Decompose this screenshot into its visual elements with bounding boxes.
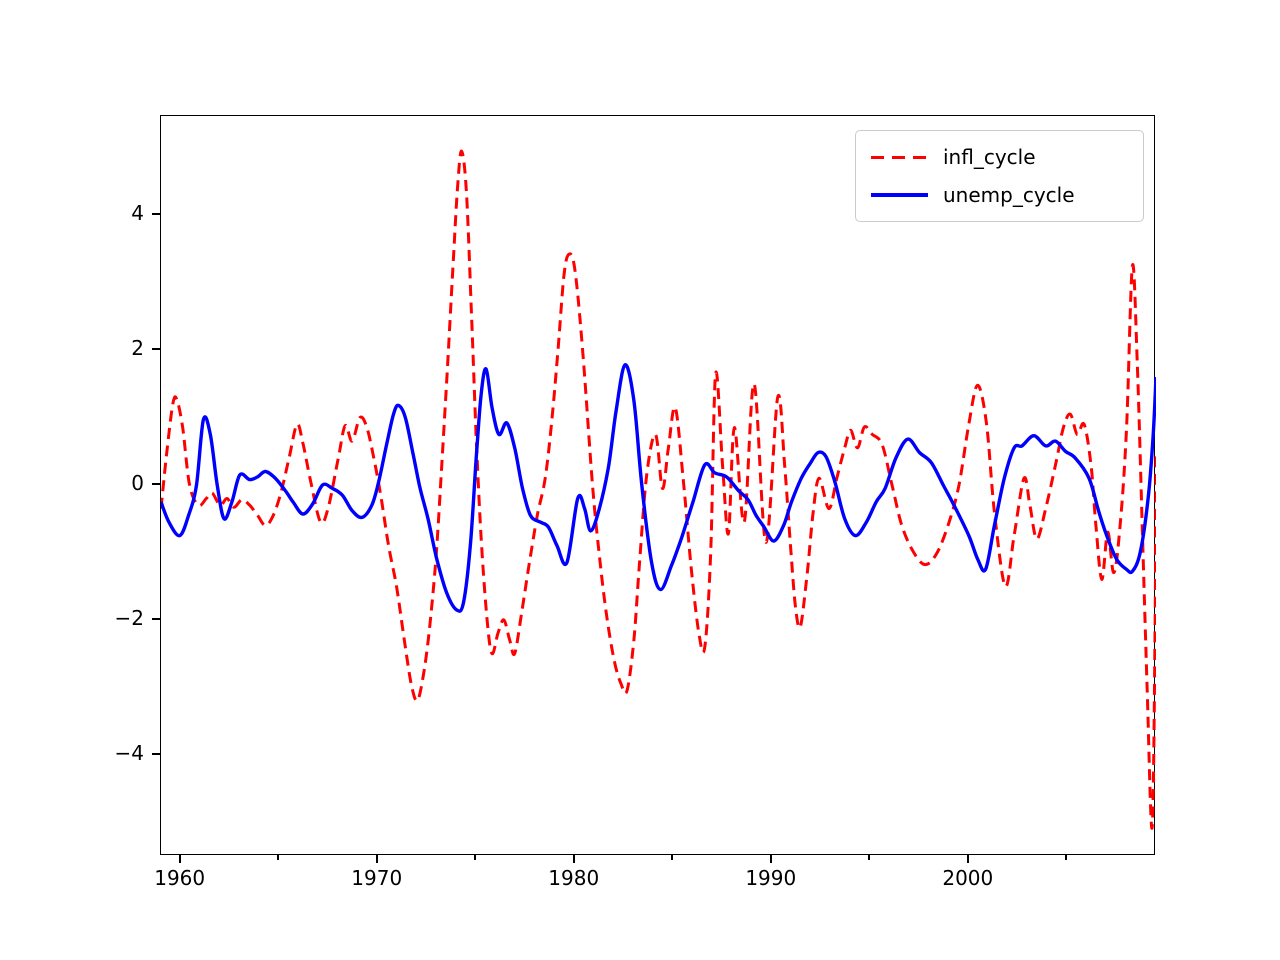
x-major-tick: [769, 855, 772, 863]
y-tick-label: −2: [114, 605, 144, 630]
y-major-tick: [152, 618, 160, 620]
y-tick-label: 2: [131, 336, 144, 361]
x-tick-label: 1970: [351, 866, 403, 890]
plot-area: [160, 115, 1156, 855]
y-major-tick: [152, 213, 160, 216]
x-major-tick: [966, 855, 969, 863]
series-line-infl_cycle: [161, 149, 1156, 830]
legend: infl_cycle unemp_cycle: [855, 130, 1144, 222]
y-major-tick: [152, 752, 160, 755]
legend-entry-unemp_cycle: unemp_cycle: [856, 183, 1143, 207]
legend-label: unemp_cycle: [943, 183, 1075, 207]
chart-canvas: [161, 149, 1156, 830]
x-tick-label: 2000: [942, 866, 994, 890]
series-line-unemp_cycle: [161, 363, 1156, 613]
y-major-tick: [152, 483, 160, 485]
legend-entry-infl_cycle: infl_cycle: [856, 145, 1143, 169]
legend-label: infl_cycle: [943, 145, 1036, 169]
x-major-tick: [375, 855, 378, 863]
x-major-tick: [178, 855, 181, 863]
x-minor-tick: [1065, 855, 1068, 860]
y-tick-label: 0: [131, 470, 144, 495]
x-minor-tick: [868, 855, 871, 860]
y-tick-label: −4: [114, 740, 144, 765]
y-major-tick: [152, 348, 160, 350]
x-tick-label: 1990: [745, 866, 797, 890]
legend-solid-line-sample: [871, 193, 928, 197]
x-tick-label: 1980: [548, 866, 600, 890]
legend-dashed-line-sample: [871, 155, 928, 159]
y-tick-label: 4: [131, 201, 144, 226]
x-minor-tick: [277, 855, 280, 860]
x-major-tick: [572, 855, 575, 863]
x-tick-label: 1960: [154, 866, 206, 890]
x-minor-tick: [671, 855, 674, 860]
x-minor-tick: [474, 855, 477, 860]
